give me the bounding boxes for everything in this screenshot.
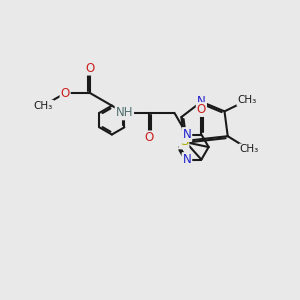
Text: O: O (85, 61, 95, 75)
Text: O: O (61, 87, 70, 100)
Text: CH₃: CH₃ (237, 95, 256, 105)
Text: CH₃: CH₃ (34, 100, 53, 111)
Text: N: N (183, 153, 191, 166)
Text: CH₃: CH₃ (239, 144, 259, 154)
Text: N: N (183, 128, 191, 141)
Text: S: S (180, 135, 188, 148)
Text: O: O (145, 131, 154, 144)
Text: N: N (197, 95, 206, 108)
Text: O: O (197, 103, 206, 116)
Text: NH: NH (116, 106, 133, 119)
